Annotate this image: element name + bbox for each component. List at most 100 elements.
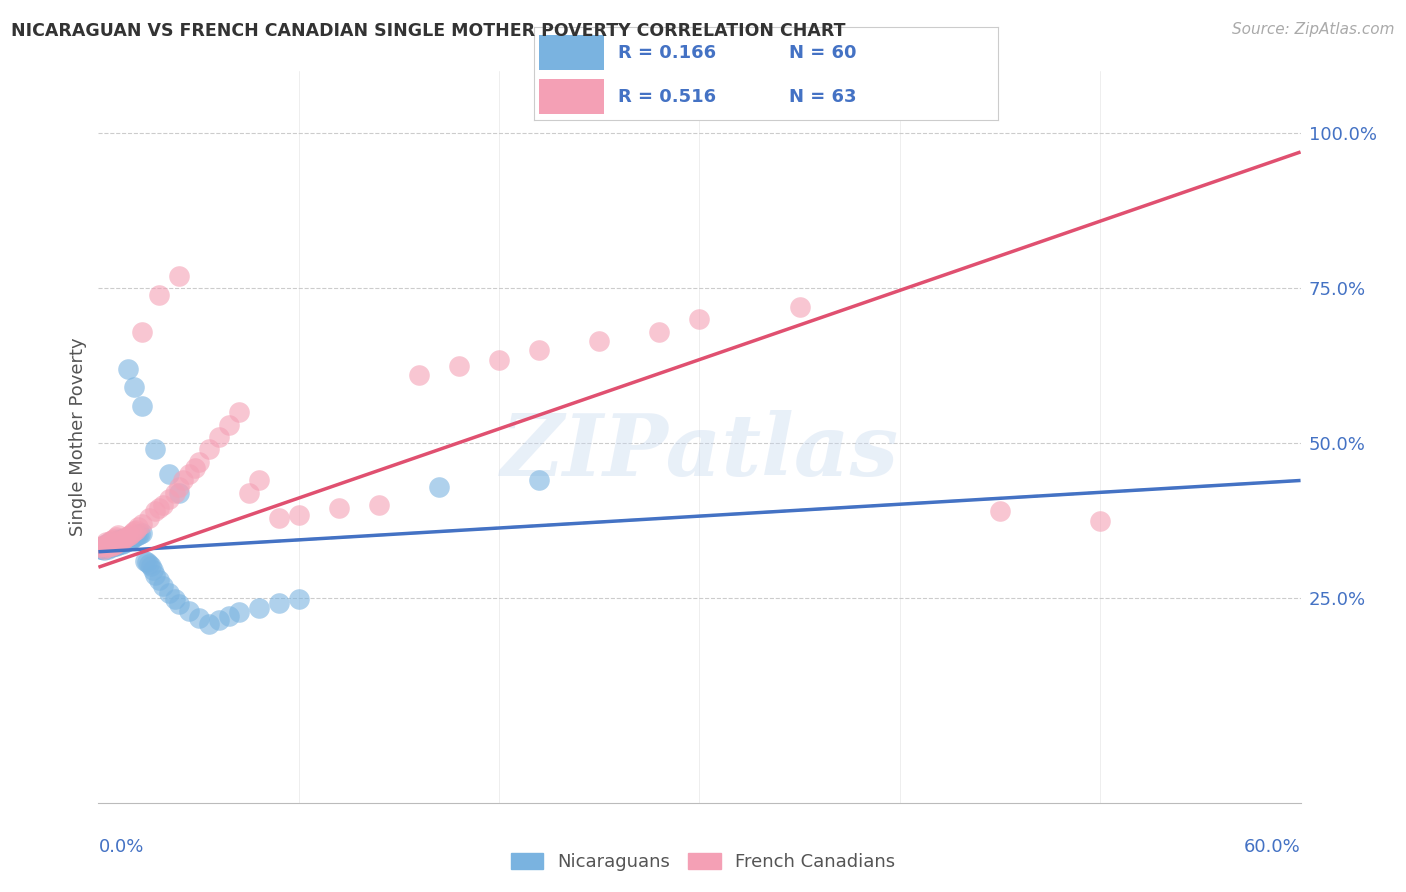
- Point: [103, 539, 125, 553]
- Point: [103, 532, 125, 546]
- Point: [218, 608, 240, 623]
- Point: [172, 474, 194, 488]
- Text: N = 63: N = 63: [790, 88, 858, 106]
- Point: [157, 491, 180, 506]
- Point: [218, 417, 240, 432]
- Point: [96, 535, 118, 549]
- Point: [163, 486, 186, 500]
- Point: [100, 535, 122, 549]
- Point: [247, 474, 270, 488]
- Point: [117, 362, 139, 376]
- Point: [148, 287, 170, 301]
- Point: [117, 534, 139, 549]
- Point: [125, 523, 148, 537]
- Point: [131, 525, 153, 540]
- Point: [96, 537, 118, 551]
- Point: [97, 538, 120, 552]
- Point: [131, 516, 153, 531]
- Point: [114, 532, 136, 546]
- Point: [100, 539, 122, 553]
- Point: [167, 486, 190, 500]
- Point: [101, 539, 124, 553]
- Legend: Nicaraguans, French Canadians: Nicaraguans, French Canadians: [503, 846, 903, 879]
- Point: [267, 596, 290, 610]
- Point: [103, 538, 125, 552]
- Point: [197, 442, 219, 457]
- Point: [163, 592, 186, 607]
- Point: [117, 529, 139, 543]
- Point: [114, 536, 136, 550]
- Point: [124, 524, 146, 539]
- Text: R = 0.166: R = 0.166: [617, 44, 716, 62]
- Point: [148, 501, 170, 516]
- Point: [110, 534, 132, 549]
- Point: [91, 541, 114, 556]
- Point: [588, 334, 610, 348]
- Point: [183, 461, 205, 475]
- Point: [167, 598, 190, 612]
- Point: [177, 604, 200, 618]
- Point: [128, 520, 150, 534]
- Point: [101, 540, 124, 554]
- Point: [134, 554, 156, 568]
- Text: R = 0.516: R = 0.516: [617, 88, 716, 106]
- Point: [111, 532, 134, 546]
- Point: [97, 541, 120, 555]
- Text: N = 60: N = 60: [790, 44, 858, 62]
- Point: [247, 600, 270, 615]
- Point: [427, 480, 450, 494]
- Point: [328, 501, 350, 516]
- Point: [121, 532, 143, 546]
- Point: [105, 539, 128, 553]
- Point: [789, 300, 811, 314]
- Point: [187, 611, 209, 625]
- Point: [105, 531, 128, 545]
- Point: [105, 537, 128, 551]
- Point: [167, 480, 190, 494]
- Point: [228, 605, 250, 619]
- Point: [120, 528, 142, 542]
- Point: [187, 455, 209, 469]
- Point: [139, 559, 162, 574]
- Point: [120, 533, 142, 547]
- Point: [1088, 514, 1111, 528]
- Point: [125, 529, 148, 543]
- Y-axis label: Single Mother Poverty: Single Mother Poverty: [69, 338, 87, 536]
- Point: [152, 498, 174, 512]
- Point: [135, 555, 157, 569]
- Point: [138, 510, 160, 524]
- Point: [100, 541, 122, 555]
- Point: [111, 537, 134, 551]
- Point: [208, 430, 231, 444]
- Point: [110, 537, 132, 551]
- Text: Source: ZipAtlas.com: Source: ZipAtlas.com: [1232, 22, 1395, 37]
- Point: [529, 343, 551, 358]
- Point: [143, 567, 166, 582]
- Point: [167, 268, 190, 283]
- Point: [148, 573, 170, 587]
- Point: [288, 508, 311, 522]
- Point: [138, 557, 160, 571]
- Point: [110, 533, 132, 547]
- Text: 60.0%: 60.0%: [1244, 838, 1301, 856]
- Point: [124, 531, 146, 545]
- Point: [96, 541, 118, 555]
- Point: [131, 325, 153, 339]
- Point: [177, 467, 200, 482]
- Point: [129, 526, 152, 541]
- Point: [93, 539, 115, 553]
- Point: [111, 533, 134, 547]
- Point: [91, 539, 114, 553]
- Text: ZIPatlas: ZIPatlas: [501, 410, 898, 493]
- Point: [93, 541, 115, 556]
- Point: [107, 533, 129, 547]
- Point: [97, 541, 120, 556]
- Point: [115, 535, 138, 549]
- Point: [93, 538, 115, 552]
- Point: [157, 467, 180, 482]
- Point: [447, 359, 470, 373]
- Point: [101, 537, 124, 551]
- Point: [689, 312, 711, 326]
- Point: [107, 538, 129, 552]
- Point: [238, 486, 260, 500]
